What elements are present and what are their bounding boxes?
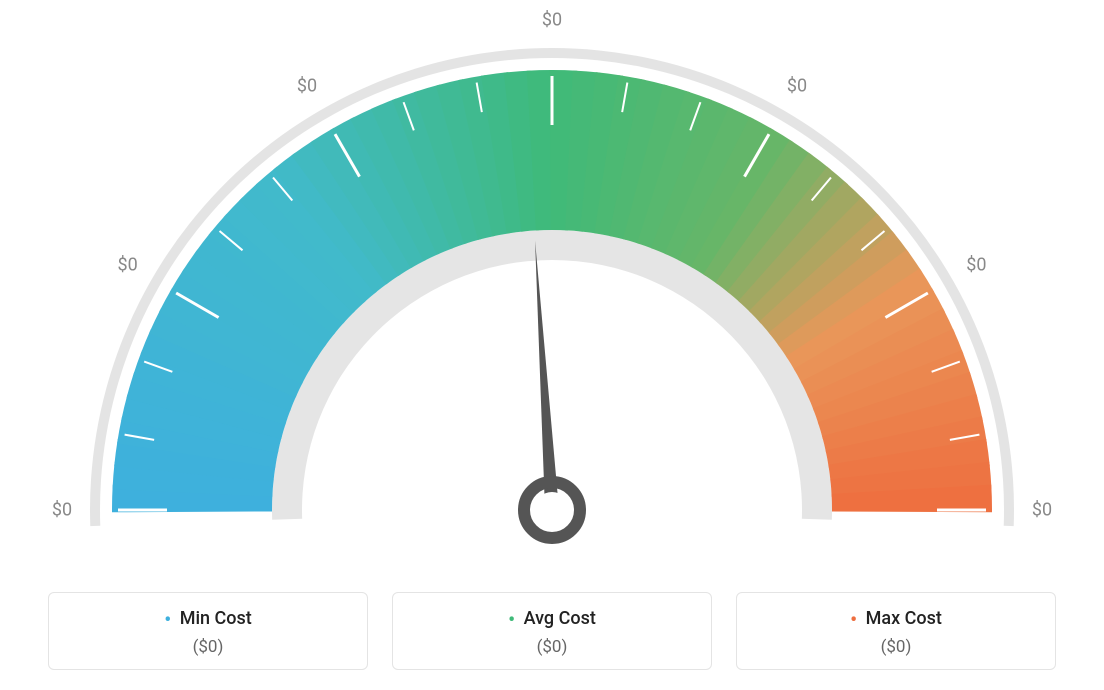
avg-dot-icon: • (508, 607, 515, 631)
gauge-tick-label: $0 (52, 500, 72, 521)
gauge-tick-label: $0 (542, 10, 562, 31)
max-cost-value: ($0) (747, 637, 1045, 657)
max-dot-icon: • (850, 607, 857, 631)
avg-cost-card: • Avg Cost ($0) (392, 592, 712, 670)
min-cost-value: ($0) (59, 637, 357, 657)
cost-gauge-widget: $0 $0 $0 $0 $0 $0 $0 • Min Cost ($0) • Avg Cos… (0, 0, 1104, 690)
gauge-tick-label: $0 (297, 75, 317, 96)
max-cost-label: Max Cost (866, 608, 942, 629)
gauge-tick-label: $0 (118, 255, 138, 276)
min-cost-card: • Min Cost ($0) (48, 592, 368, 670)
min-cost-label: Min Cost (180, 608, 252, 629)
gauge-chart: $0 $0 $0 $0 $0 $0 $0 (52, 10, 1052, 570)
gauge-tick-label: $0 (787, 75, 807, 96)
max-cost-card: • Max Cost ($0) (736, 592, 1056, 670)
legend-row: • Min Cost ($0) • Avg Cost ($0) • Max Co… (0, 592, 1104, 690)
gauge-tick-label: $0 (1032, 500, 1052, 521)
gauge-tick-label: $0 (966, 255, 986, 276)
avg-cost-label: Avg Cost (524, 608, 596, 629)
avg-cost-value: ($0) (403, 637, 701, 657)
min-dot-icon: • (164, 607, 171, 631)
